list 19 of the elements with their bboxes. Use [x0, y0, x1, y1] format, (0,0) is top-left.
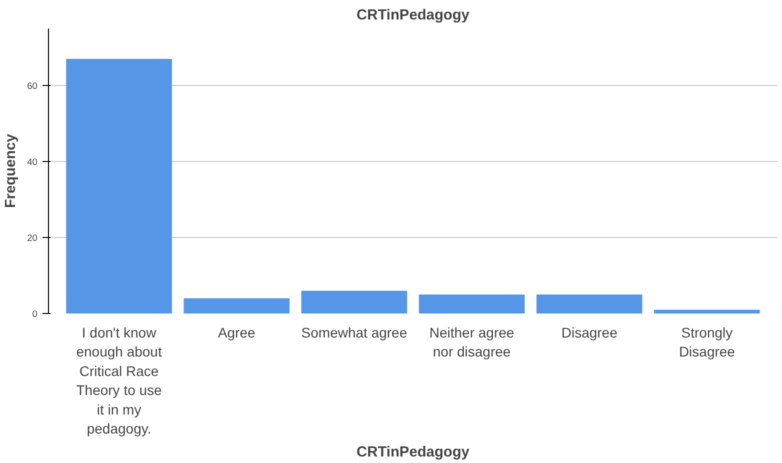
bar: [418, 294, 525, 314]
x-axis-title: CRTinPedagogy: [356, 444, 470, 460]
y-tick-label: 20: [27, 233, 38, 243]
x-tick-label: Somewhat agree: [301, 324, 408, 340]
x-tick-label: Neither agree nor disagree: [429, 324, 514, 360]
bar: [301, 290, 408, 314]
x-tick-label: Agree: [218, 324, 256, 340]
chart-title: CRTinPedagogy: [356, 8, 470, 24]
y-tick-label: 60: [27, 81, 38, 91]
bar: [536, 294, 642, 314]
x-tick-label: Disagree: [561, 324, 618, 340]
y-tick-label: 40: [27, 157, 38, 167]
y-axis-title: Frequency: [3, 133, 20, 208]
y-tick-label: 0: [32, 309, 38, 319]
bar: [654, 310, 760, 314]
bar: [184, 298, 290, 314]
bar: [66, 58, 172, 314]
x-tick-label: I don't know enough about Critical Race Theory to use it in my pedagogy.: [76, 324, 162, 436]
x-tick-label: Strongly Disagree: [678, 324, 736, 360]
